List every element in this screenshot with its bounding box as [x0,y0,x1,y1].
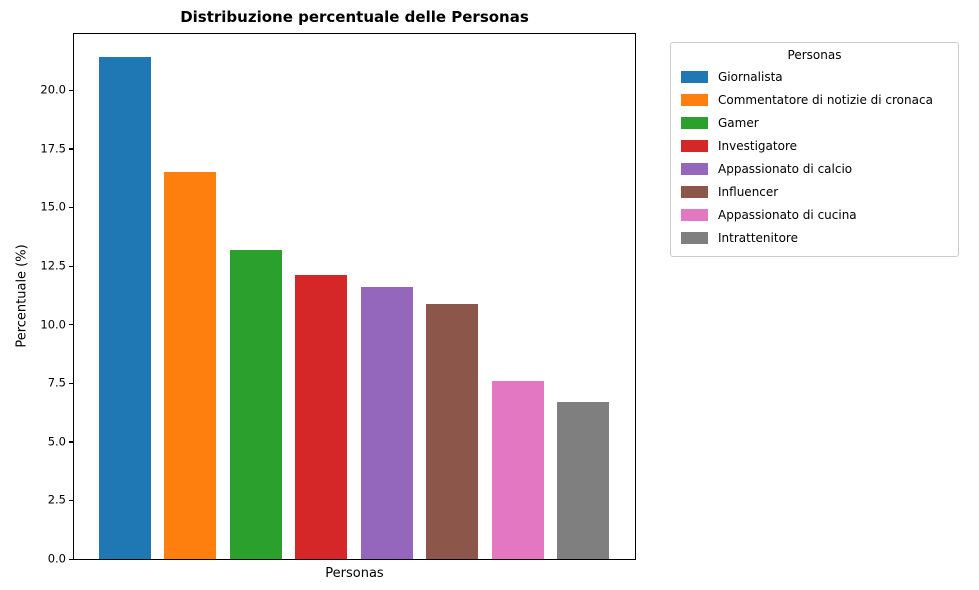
legend-item-label: Gamer [718,115,759,130]
legend-item: Appassionato di cucina [681,203,948,226]
bar-commentatore-di-notizie-di-cronaca [164,172,217,559]
plot-area: 0.0 2.5 5.0 7.5 10.0 12.5 15.0 17.5 20.0 [40,33,636,564]
y-tick-label: 2.5 [47,492,66,507]
y-tick-label: 20.0 [40,82,66,97]
legend-item-label: Influencer [718,184,779,199]
legend-items: Giornalista Commentatore di notizie di cr… [681,65,948,249]
legend-swatch-icon [681,70,708,83]
legend-title: Personas [787,48,842,62]
bar-influencer [426,303,479,559]
y-tick [69,499,73,502]
legend-item: Commentatore di notizie di cronaca [681,88,948,111]
legend-item-label: Giornalista [718,69,783,84]
bar-gamer [229,249,282,559]
legend-item: Gamer [681,111,948,134]
legend-item-label: Appassionato di cucina [718,207,857,222]
y-tick-label: 0.0 [47,551,66,566]
legend-swatch-icon [681,162,708,175]
legend-swatch-icon [681,139,708,152]
y-tick [69,265,73,267]
legend-item: Appassionato di calcio [681,157,948,180]
bar-appassionato-di-cucina [491,380,544,559]
chart-title: Distribuzione percentuale delle Personas [180,8,529,26]
y-tick-label: 5.0 [47,434,66,449]
legend-swatch-icon [681,208,708,221]
bar-investigatore [295,275,348,559]
y-tick-label: 15.0 [40,199,66,214]
bar-intrattenitore [557,401,610,559]
legend-swatch-icon [681,116,708,129]
x-axis-label: Personas [325,566,384,581]
legend-item: Giornalista [681,65,948,88]
bar-appassionato-di-calcio [360,287,413,559]
legend-item: Influencer [681,180,948,203]
bar-giornalista [98,57,151,559]
y-tick [69,441,73,443]
y-tick [69,206,73,209]
legend-swatch-icon [681,93,708,106]
legend-swatch-icon [681,231,708,244]
y-tick [69,89,73,91]
legend-swatch-icon [681,185,708,198]
legend: Personas Giornalista Commentatore di noti… [670,42,959,257]
y-tick [69,558,73,560]
y-tick [69,382,73,384]
legend-item-label: Investigatore [718,138,797,153]
y-tick [69,148,73,150]
y-tick-label: 10.0 [40,316,66,331]
legend-item: Intrattenitore [681,226,948,249]
legend-item: Investigatore [681,134,948,157]
y-tick-label: 7.5 [47,375,66,390]
legend-item-label: Appassionato di calcio [718,161,853,176]
y-tick-label: 17.5 [40,141,66,156]
legend-item-label: Intrattenitore [718,230,798,245]
y-tick [69,324,73,326]
y-tick-label: 12.5 [40,258,66,273]
legend-item-label: Commentatore di notizie di cronaca [718,92,933,107]
